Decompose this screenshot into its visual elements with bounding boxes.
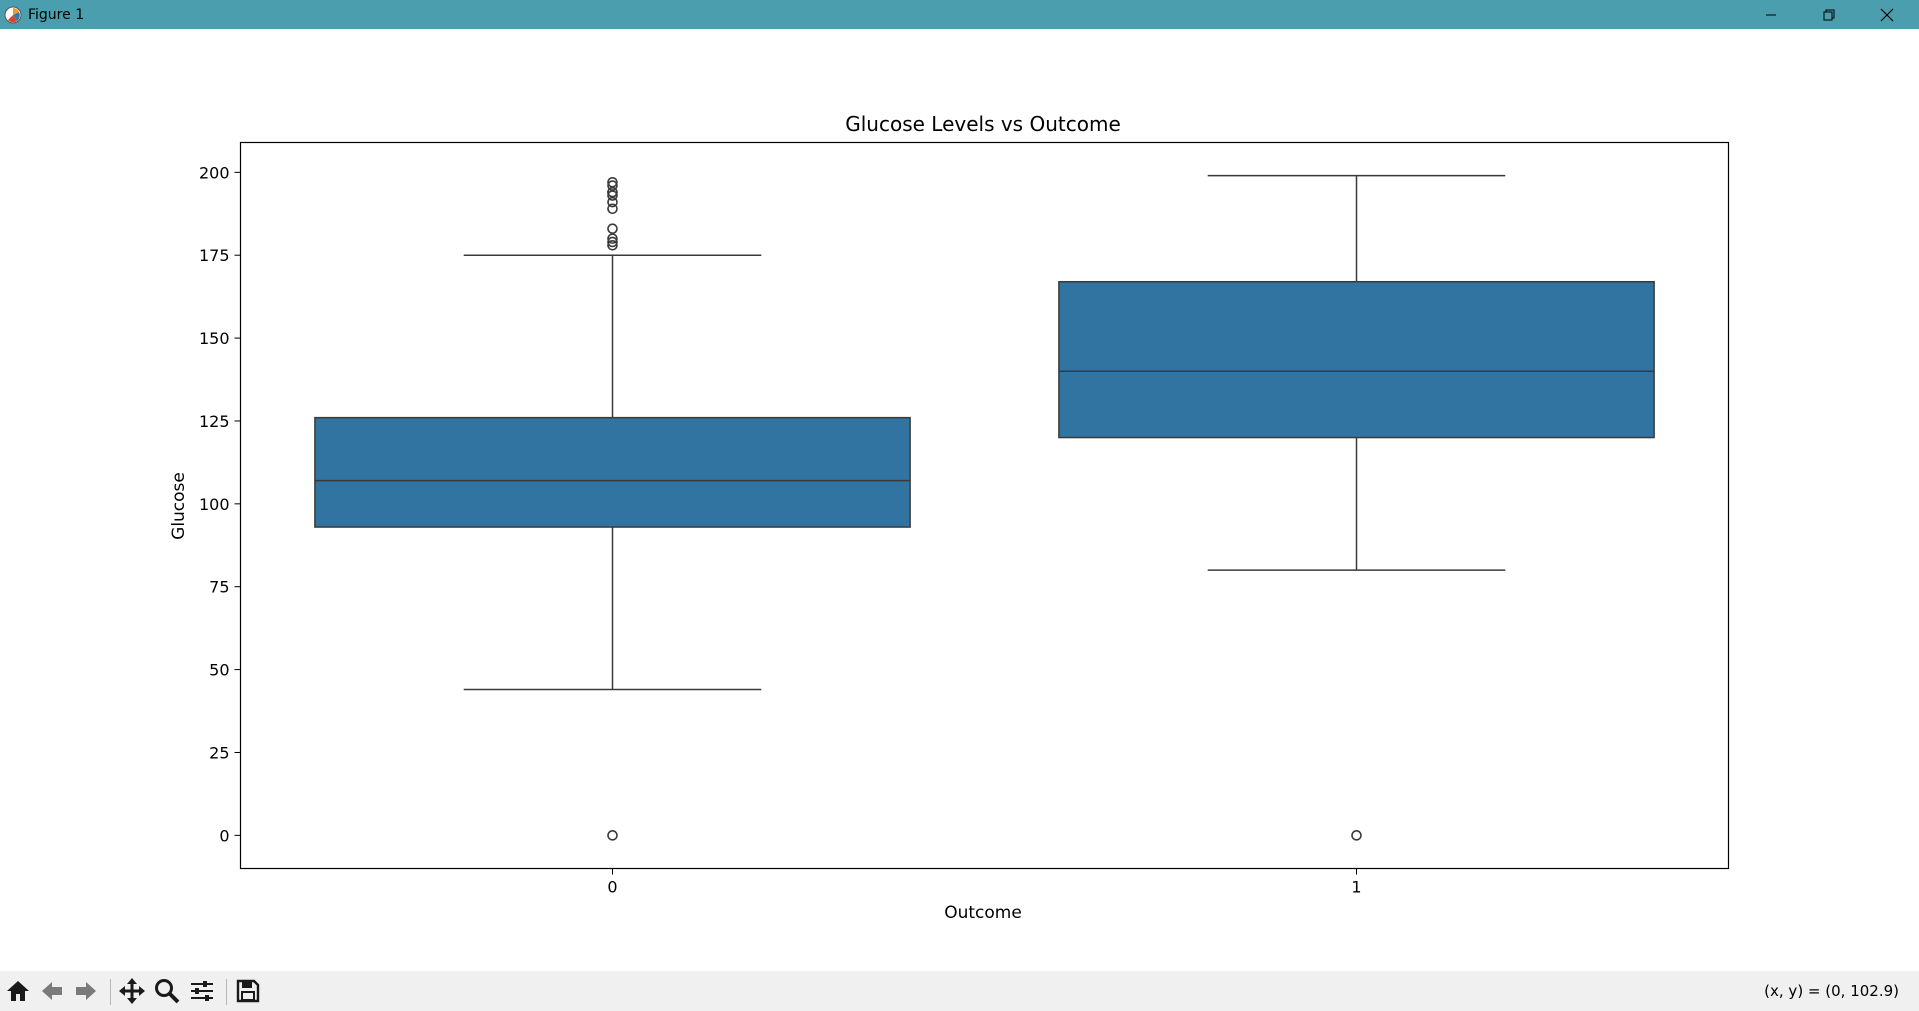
outlier-point: [607, 233, 618, 244]
y-axis: 0 25 50 75 100 125 150 175 200: [199, 163, 241, 845]
forward-icon: [76, 982, 96, 1000]
outlier-point: [607, 190, 618, 201]
close-button[interactable]: [1858, 0, 1916, 29]
y-tick-label: 200: [199, 163, 230, 182]
cursor-coordinates: (x, y) = (0, 102.9): [1764, 982, 1899, 1000]
outlier-point: [607, 180, 618, 191]
y-tick-label: 0: [219, 826, 229, 845]
outlier-point: [1351, 830, 1362, 841]
box-iqr: [1058, 280, 1655, 439]
forward-button[interactable]: [71, 976, 101, 1006]
y-tick-label: 175: [199, 246, 230, 265]
y-tick-label: 75: [209, 578, 229, 597]
pan-button[interactable]: [117, 976, 147, 1006]
outlier-point: [607, 186, 618, 198]
x-tick-label: 0: [607, 878, 617, 897]
home-icon: [7, 981, 29, 1001]
save-icon: [236, 979, 260, 1003]
outlier-point: [607, 239, 618, 251]
box-group-1: [1058, 174, 1655, 841]
box-group-0: [314, 176, 911, 841]
box-iqr: [314, 416, 911, 528]
x-tick-label: 1: [1351, 878, 1361, 897]
home-button[interactable]: [3, 976, 33, 1006]
save-button[interactable]: [233, 976, 263, 1006]
axes-frame: [239, 141, 1730, 870]
window-title: Figure 1: [28, 6, 85, 23]
restore-icon: [1823, 9, 1835, 20]
outlier-point: [607, 236, 618, 248]
close-icon: [1880, 8, 1894, 21]
minimize-icon: [1766, 14, 1776, 15]
outlier-point: [607, 830, 618, 841]
y-tick-label: 100: [199, 495, 230, 514]
box-plot-area: [314, 174, 1655, 841]
navigation-toolbar: (x, y) = (0, 102.9): [0, 971, 1919, 1011]
minimize-button[interactable]: [1742, 0, 1800, 29]
outlier-point: [607, 223, 618, 234]
y-axis-label: Glucose: [169, 472, 189, 540]
chart-title: Glucose Levels vs Outcome: [845, 112, 1121, 136]
outlier-point: [607, 196, 618, 208]
matplotlib-icon: [4, 6, 22, 24]
y-tick-label: 125: [199, 412, 230, 431]
x-axis-label: Outcome: [944, 903, 1022, 923]
figure-canvas[interactable]: Glucose Levels vs Outcome 0 25 50 75 100 125 1…: [0, 29, 1919, 971]
toolbar-separator: [110, 979, 111, 1005]
configure-subplots-icon: [191, 981, 213, 1001]
zoom-button[interactable]: [152, 976, 182, 1006]
title-bar: Figure 1: [0, 0, 1919, 29]
restore-button[interactable]: [1800, 0, 1858, 29]
outlier-point: [607, 203, 618, 215]
back-icon: [42, 982, 62, 1000]
outlier-point: [607, 176, 618, 188]
toolbar-separator: [226, 979, 227, 1005]
y-tick-label: 25: [209, 743, 229, 762]
back-button[interactable]: [37, 976, 67, 1006]
pan-icon: [119, 978, 145, 1004]
y-tick-label: 50: [209, 661, 229, 680]
y-tick-label: 150: [199, 329, 230, 348]
configure-subplots-button[interactable]: [187, 976, 217, 1006]
zoom-icon: [155, 979, 180, 1004]
